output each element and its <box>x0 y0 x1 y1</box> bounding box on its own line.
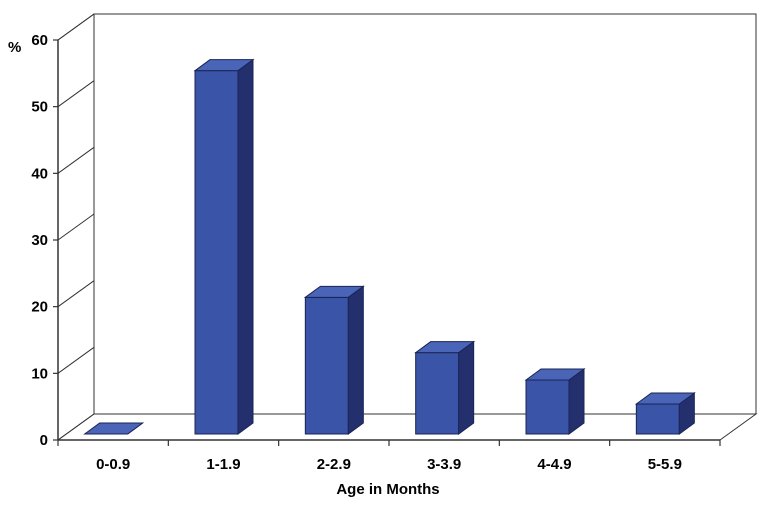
y-axis-label: % <box>8 39 21 56</box>
bars <box>83 58 696 435</box>
bar-1-1.9 <box>193 58 255 435</box>
y-tick-label: 50 <box>31 99 48 116</box>
y-tick-label: 60 <box>31 32 48 49</box>
bar-top <box>193 59 255 72</box>
x-tick-label: 4-4.9 <box>537 456 571 473</box>
x-tick-label: 3-3.9 <box>427 456 461 473</box>
bar-front <box>415 352 460 435</box>
bar-4-4.9 <box>524 368 586 435</box>
bar-5-5.9 <box>634 392 696 435</box>
y-tick-depth <box>57 80 95 108</box>
y-axis: 0 10 20 30 40 50 60 <box>31 13 95 449</box>
bar-side <box>237 58 254 435</box>
bar-side <box>458 340 475 435</box>
x-tick-label: 2-2.9 <box>317 456 351 473</box>
y-tick-label: 40 <box>31 165 48 182</box>
bar-front <box>194 70 239 435</box>
y-tick-depth <box>57 13 95 41</box>
bar-front <box>635 403 680 435</box>
bar-top <box>524 368 586 381</box>
y-tick-label: 30 <box>31 232 48 249</box>
y-tick-label: 20 <box>31 299 48 316</box>
x-tick-label: 5-5.9 <box>648 456 682 473</box>
x-axis-label: Age in Months <box>336 481 439 498</box>
y-tick-label: 10 <box>31 365 48 382</box>
bar-front <box>304 296 349 435</box>
y-tick-depth <box>57 346 95 374</box>
y-tick-depth <box>57 213 95 241</box>
bar-3-3.9 <box>414 340 476 435</box>
bar-front <box>525 379 570 435</box>
x-axis: 0-0.9 1-1.9 2-2.9 3-3.9 4-4.9 5-5.9 <box>57 439 721 473</box>
y-tick-label: 0 <box>40 432 48 449</box>
chart-walls <box>57 13 758 441</box>
bar-2-2.9 <box>303 285 365 435</box>
bar-top <box>83 422 145 435</box>
y-tick-depth <box>57 413 95 441</box>
bar-0-0.9 <box>83 422 145 435</box>
y-tick-depth <box>57 146 95 174</box>
x-tick-label: 1-1.9 <box>206 456 240 473</box>
y-tick-depth <box>57 280 95 308</box>
bar-top <box>303 285 365 298</box>
bar-top <box>634 392 696 405</box>
bar-top <box>414 341 476 354</box>
x-tick-label: 0-0.9 <box>96 456 130 473</box>
bar-side <box>347 285 364 435</box>
